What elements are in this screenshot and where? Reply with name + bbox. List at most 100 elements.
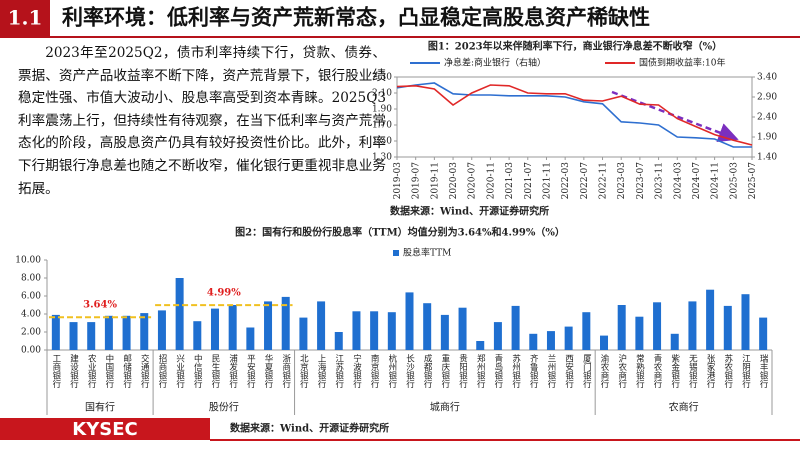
bar xyxy=(546,331,555,350)
bar xyxy=(175,278,184,350)
x-tick-label: 渝农商行 xyxy=(599,353,609,389)
y-tick-label: 10.00 xyxy=(15,256,41,266)
x-tick-label: 2022-07 xyxy=(580,162,590,200)
bar xyxy=(423,303,432,350)
plot-frame xyxy=(396,76,753,158)
x-tick-label: 张家港行 xyxy=(705,354,715,389)
x-tick-label: 交通银行 xyxy=(139,353,149,389)
x-tick-label: 中信银行 xyxy=(192,353,202,389)
y-tick-label: 8.00 xyxy=(21,274,41,284)
group-label: 国有行 xyxy=(85,401,115,414)
x-tick-label: 中国银行 xyxy=(104,353,114,389)
x-tick-label: 2020-07 xyxy=(468,162,478,200)
x-tick-label: 2023-03 xyxy=(617,162,627,200)
logo: KYSEC xyxy=(72,419,137,440)
bar xyxy=(352,311,361,350)
x-tick-label: 华夏银行 xyxy=(263,353,273,389)
x-tick-label: 兴业银行 xyxy=(175,354,185,389)
x-tick-label: 长沙银行 xyxy=(405,353,415,389)
x-tick-label: 齐鲁银行 xyxy=(528,353,538,389)
bar xyxy=(741,294,750,350)
x-tick-label: 2024-07 xyxy=(692,162,702,200)
header-number: 1.1 xyxy=(8,6,43,30)
x-tick-label: 民生银行 xyxy=(210,354,220,389)
x-tick-label: 杭州银行 xyxy=(387,353,397,389)
bar xyxy=(104,315,113,350)
x-tick-label: 2019-07 xyxy=(412,162,422,200)
y2-tick-label: 1.90 xyxy=(757,133,777,143)
legend-label: 股息率TTM xyxy=(403,247,451,259)
line-series xyxy=(396,82,752,148)
x-tick-label: 2022-03 xyxy=(561,162,571,200)
bar xyxy=(69,322,78,350)
bar xyxy=(140,313,149,350)
x-tick-label: 邮储银行 xyxy=(122,353,132,389)
x-tick-label: 江阴银行 xyxy=(740,354,750,389)
chart-title: 图1：2023年以来伴随利率下行，商业银行净息差不断收窄（%） xyxy=(428,40,722,53)
bar xyxy=(299,317,308,350)
bar xyxy=(246,327,255,350)
bar xyxy=(264,301,273,350)
bar xyxy=(370,311,379,350)
x-tick-label: 2025-07 xyxy=(748,162,758,200)
x-tick-label: 北京银行 xyxy=(298,354,308,389)
bar xyxy=(617,305,626,350)
bar xyxy=(51,314,60,350)
body-text: 2023年至2025Q2，债市利率持续下行，贷款、债券、票据、资产产品收益率不断… xyxy=(18,45,386,197)
x-tick-label: 2022-11 xyxy=(599,162,609,199)
header-title: 利率环境：低利率与资产荒新常态，凸显稳定高股息资产稀缺性 xyxy=(62,5,650,30)
group-label: 股份行 xyxy=(209,401,239,414)
bar xyxy=(387,312,396,350)
reference-label: 3.64% xyxy=(83,300,117,311)
y-tick-label: 2.00 xyxy=(21,328,41,338)
bar xyxy=(281,296,290,350)
legend-label: 净息差:商业银行（右轴） xyxy=(444,57,546,69)
x-tick-label: 厦门银行 xyxy=(581,354,591,389)
legend-label: 国债到期收益率:10年 xyxy=(639,57,726,69)
bar xyxy=(529,333,538,350)
x-tick-label: 2025-03 xyxy=(729,162,739,200)
x-tick-label: 兰州银行 xyxy=(546,353,556,389)
x-tick-label: 2023-07 xyxy=(636,162,646,200)
x-tick-label: 成都银行 xyxy=(422,353,432,389)
bar xyxy=(476,341,485,350)
x-tick-label: 工商银行 xyxy=(51,354,61,389)
bar xyxy=(317,301,326,350)
group-label: 城商行 xyxy=(430,401,460,414)
bar xyxy=(87,322,96,350)
y-tick-label: 0.00 xyxy=(21,346,41,356)
bar xyxy=(157,310,166,350)
y-tick-label: 4.00 xyxy=(21,310,41,320)
bar xyxy=(582,312,591,350)
x-tick-label: 常熟银行 xyxy=(634,353,644,389)
line-series xyxy=(396,84,753,146)
x-tick-label: 苏农银行 xyxy=(723,353,733,389)
x-tick-label: 2024-11 xyxy=(711,162,721,199)
bar xyxy=(458,307,467,350)
x-tick-label: 浦发银行 xyxy=(228,353,238,389)
reference-label: 4.99% xyxy=(207,288,241,299)
bar xyxy=(759,317,768,350)
x-tick-label: 南京银行 xyxy=(369,353,379,389)
x-tick-label: 瑞丰银行 xyxy=(758,353,768,389)
y-tick-label: 1.30 xyxy=(372,153,392,163)
y-tick-label: 6.00 xyxy=(21,292,41,302)
footer-source: 数据来源：Wind、开源证券研究所 xyxy=(230,422,389,435)
x-tick-label: 青农商行 xyxy=(652,353,662,389)
x-tick-label: 2021-03 xyxy=(505,162,515,200)
header-box xyxy=(0,0,50,36)
bar xyxy=(210,308,219,350)
x-tick-label: 上海银行 xyxy=(316,354,326,389)
bar xyxy=(670,333,679,350)
x-tick-label: 沪农商行 xyxy=(617,353,627,389)
bar xyxy=(193,321,202,350)
bar xyxy=(511,305,520,350)
x-tick-label: 郑州银行 xyxy=(475,353,485,389)
x-tick-label: 2023-11 xyxy=(655,162,665,199)
bar xyxy=(564,326,573,350)
bar xyxy=(688,301,697,350)
x-tick-label: 2021-07 xyxy=(524,162,534,200)
y2-tick-label: 2.90 xyxy=(757,93,777,103)
